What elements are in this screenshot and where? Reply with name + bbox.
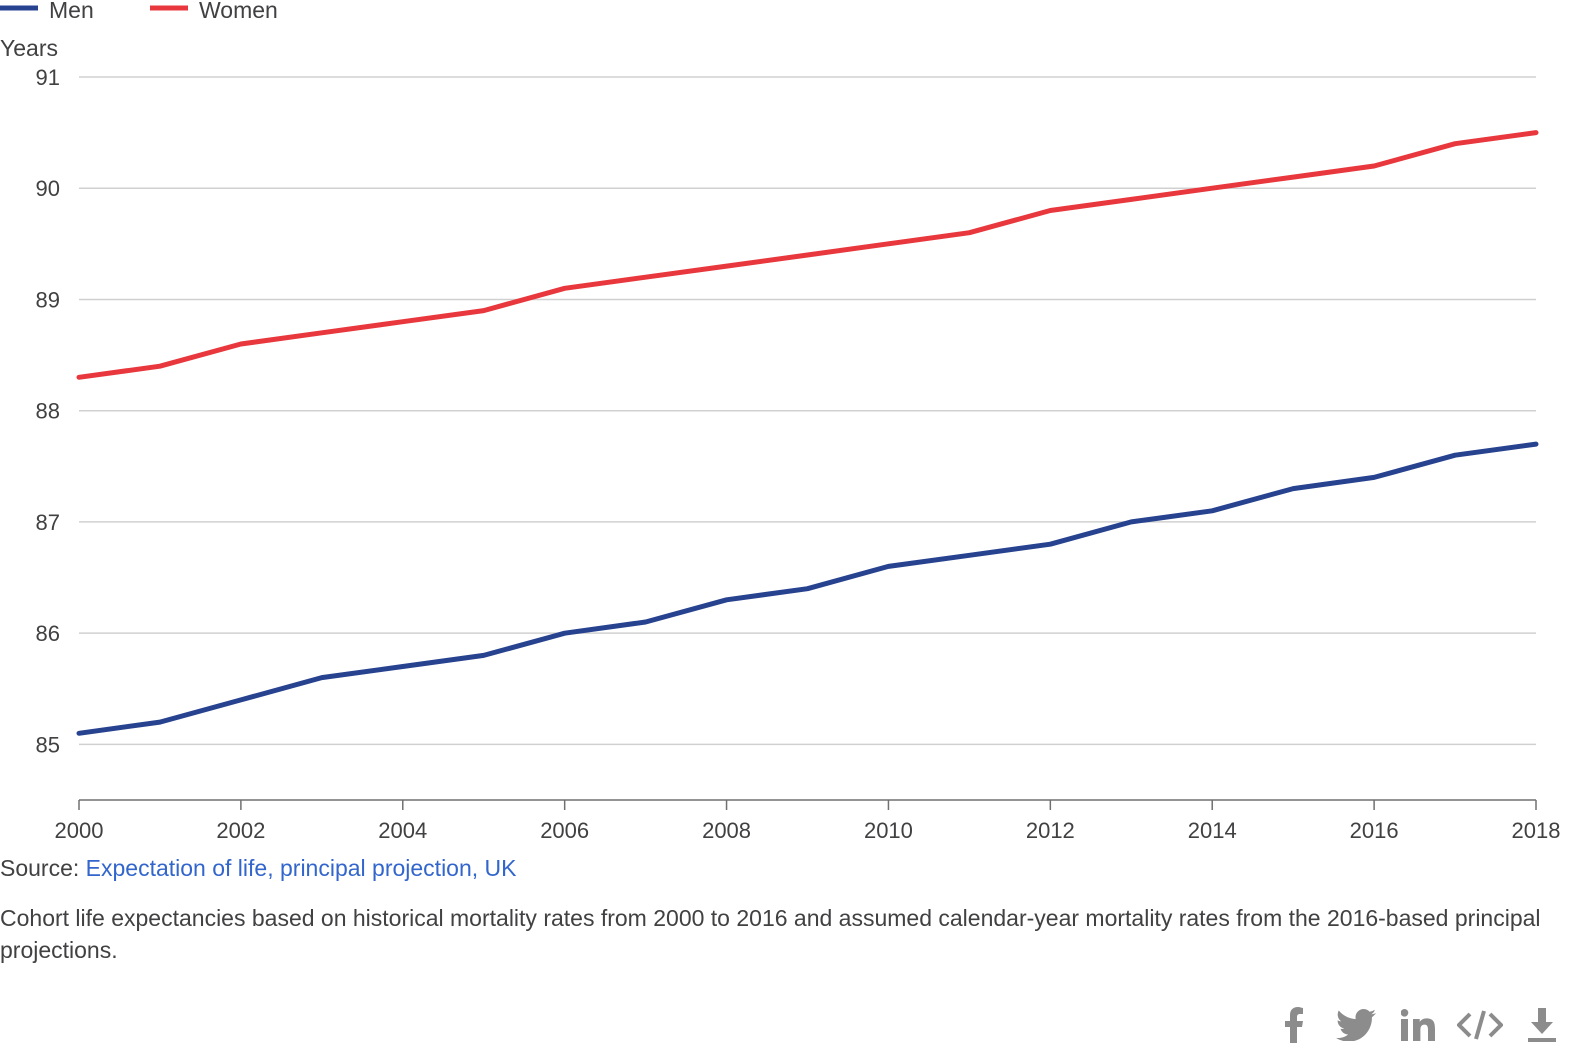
chart-note: Cohort life expectancies based on histor…	[0, 905, 1541, 963]
download-icon[interactable]	[1511, 1000, 1573, 1050]
source-line: Source: Expectation of life, principal p…	[0, 855, 517, 882]
legend-label-men: Men	[49, 0, 94, 23]
source-link[interactable]: Expectation of life, principal projectio…	[85, 855, 517, 881]
y-axis-ticks: 85 86 87 88 89 90 91	[36, 65, 60, 757]
source-prefix: Source:	[0, 855, 86, 881]
series-line-women	[76, 130, 1539, 380]
x-tick-label: 2008	[702, 818, 751, 843]
y-tick-label: 86	[36, 621, 60, 646]
y-axis-unit-label: Years	[0, 35, 58, 61]
twitter-icon[interactable]	[1325, 1000, 1387, 1050]
x-tick-label: 2006	[540, 818, 589, 843]
facebook-icon[interactable]	[1263, 1000, 1325, 1050]
share-toolbar	[1263, 1000, 1573, 1050]
y-tick-label: 87	[36, 510, 60, 535]
y-tick-label: 88	[36, 399, 60, 424]
x-tick-label: 2000	[55, 818, 104, 843]
y-tick-label: 91	[36, 65, 60, 90]
series-lines	[76, 130, 1539, 736]
x-tick-label: 2012	[1026, 818, 1075, 843]
x-tick-label: 2014	[1188, 818, 1237, 843]
y-tick-label: 89	[36, 287, 60, 312]
x-tick-label: 2002	[216, 818, 265, 843]
x-tick-label: 2018	[1512, 818, 1561, 843]
y-tick-label: 90	[36, 176, 60, 201]
legend: Men Women	[0, 0, 278, 23]
legend-label-women: Women	[199, 0, 278, 23]
x-tick-label: 2010	[864, 818, 913, 843]
y-tick-label: 85	[36, 732, 60, 757]
embed-code-icon[interactable]	[1449, 1000, 1511, 1050]
x-tick-label: 2004	[378, 818, 427, 843]
x-axis: 2000 2002 2004 2006 2008 2010 2012 2014 2016 2018	[55, 799, 1561, 843]
x-tick-label: 2016	[1350, 818, 1399, 843]
linkedin-icon[interactable]	[1387, 1000, 1449, 1050]
series-line-men	[76, 441, 1539, 736]
gridlines	[79, 76, 1536, 746]
